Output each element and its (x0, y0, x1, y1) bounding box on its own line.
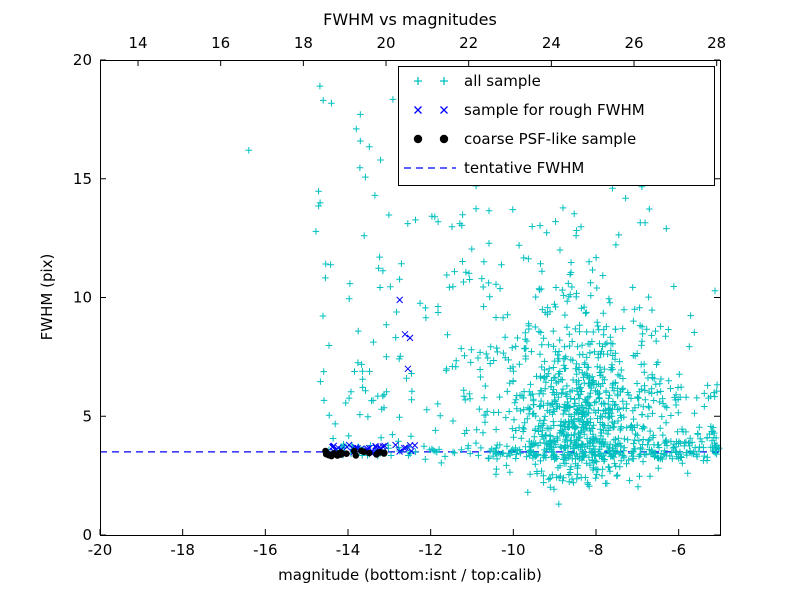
scatter-points-layer (245, 75, 723, 508)
series-coarse-psf-points (322, 447, 388, 460)
axes-layer: -20 -18 -16 -14 -12 -10 -8 -6 14 16 18 20 22 24 26 28 0 5… (73, 34, 726, 559)
x-bottom-tick-label: -12 (418, 541, 443, 559)
legend-entry-all-sample: all sample (414, 72, 541, 90)
x-top-tick-label: 16 (211, 34, 230, 52)
x-top-tick-label: 26 (624, 34, 643, 52)
y-tick-label: 0 (82, 526, 92, 544)
x-bottom-tick-label: -20 (88, 541, 113, 559)
series-plus-points (245, 75, 723, 508)
x-bottom-tick-label: -10 (501, 541, 526, 559)
x-top-tick-label: 28 (707, 34, 726, 52)
legend-label-rough-fwhm: sample for rough FWHM (464, 101, 645, 119)
x-top-tick-label: 14 (128, 34, 147, 52)
plus-marker-icon (440, 77, 448, 85)
dot-marker-icon (439, 134, 449, 144)
y-tick-label: 5 (82, 407, 92, 425)
legend-label-coarse-psf: coarse PSF-like sample (464, 130, 636, 148)
x-top-tick-label: 18 (294, 34, 313, 52)
legend-box (398, 66, 715, 186)
dot-marker-icon (413, 134, 423, 144)
x-marker-icon (440, 106, 448, 114)
x-bottom-tick-label: -8 (589, 541, 604, 559)
legend: all sample sample for rough FWHM coarse … (398, 66, 715, 186)
series-x-points (329, 296, 419, 457)
x-axis-label: magnitude (bottom:isnt / top:calib) (278, 566, 542, 584)
legend-entry-tentative-fwhm: tentative FWHM (404, 159, 584, 177)
x-top-tick-label: 20 (376, 34, 395, 52)
plus-marker-icon (414, 77, 422, 85)
x-bottom-tick-label: -16 (253, 541, 278, 559)
y-axis-label: FWHM (pix) (38, 254, 56, 341)
y-tick-label: 10 (73, 289, 92, 307)
y-tick-label: 15 (73, 170, 92, 188)
x-marker-icon (414, 106, 422, 114)
x-bottom-tick-label: -18 (170, 541, 195, 559)
chart-title: FWHM vs magnitudes (323, 10, 497, 29)
legend-entry-rough-fwhm: sample for rough FWHM (414, 101, 645, 119)
legend-label-all-sample: all sample (464, 72, 541, 90)
x-top-tick-label: 22 (459, 34, 478, 52)
x-bottom-tick-label: -6 (671, 541, 686, 559)
legend-label-tentative-fwhm: tentative FWHM (464, 159, 584, 177)
legend-entry-coarse-psf: coarse PSF-like sample (413, 130, 636, 148)
x-top-tick-label: 24 (542, 34, 561, 52)
x-bottom-tick-label: -14 (336, 541, 361, 559)
y-tick-label: 20 (73, 51, 92, 69)
